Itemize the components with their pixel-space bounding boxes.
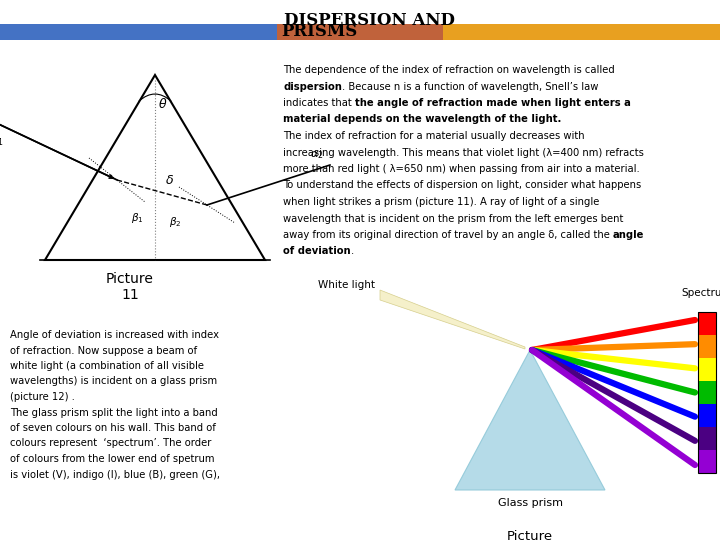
Text: material depends on the wavelength of the light.: material depends on the wavelength of th… bbox=[283, 114, 562, 125]
Text: white light (a combination of all visible: white light (a combination of all visibl… bbox=[10, 361, 204, 371]
Text: Angle of deviation is increased with index: Angle of deviation is increased with ind… bbox=[10, 330, 219, 340]
Text: PRISMS: PRISMS bbox=[282, 24, 357, 40]
Text: wavelength that is incident on the prism from the left emerges bent: wavelength that is incident on the prism… bbox=[283, 213, 624, 224]
Text: wavelengths) is incident on a glass prism: wavelengths) is incident on a glass pris… bbox=[10, 376, 217, 387]
Text: of seven colours on his wall. This band of: of seven colours on his wall. This band … bbox=[10, 423, 216, 433]
Text: (picture 12) .: (picture 12) . bbox=[10, 392, 75, 402]
Bar bbox=[698, 450, 716, 473]
Text: away from its original direction of travel by an angle δ, called the: away from its original direction of trav… bbox=[283, 230, 613, 240]
Bar bbox=[443, 24, 720, 40]
Text: DISPERSION AND: DISPERSION AND bbox=[284, 12, 456, 29]
Text: $\beta_2$: $\beta_2$ bbox=[168, 215, 181, 229]
Bar bbox=[698, 335, 716, 358]
Text: Spectrum: Spectrum bbox=[682, 288, 720, 298]
Text: The index of refraction for a material usually decreases with: The index of refraction for a material u… bbox=[283, 131, 585, 141]
Text: The dependence of the index of refraction on wavelength is called: The dependence of the index of refractio… bbox=[283, 65, 615, 75]
Text: Glass prism: Glass prism bbox=[498, 498, 562, 508]
Text: $\alpha_2$: $\alpha_2$ bbox=[310, 149, 324, 161]
Text: angle: angle bbox=[613, 230, 644, 240]
Text: $\alpha_1$: $\alpha_1$ bbox=[0, 136, 4, 148]
Bar bbox=[698, 312, 716, 335]
Text: θ: θ bbox=[159, 98, 167, 111]
Bar bbox=[0, 24, 277, 40]
Text: The glass prism split the light into a band: The glass prism split the light into a b… bbox=[10, 408, 217, 417]
Text: increasing wavelength. This means that violet light (λ=400 nm) refracts: increasing wavelength. This means that v… bbox=[283, 147, 644, 158]
Text: the angle of refraction made when light enters a: the angle of refraction made when light … bbox=[355, 98, 631, 108]
Text: of refraction. Now suppose a beam of: of refraction. Now suppose a beam of bbox=[10, 346, 197, 355]
Text: $\beta_1$: $\beta_1$ bbox=[131, 211, 143, 225]
Text: White light: White light bbox=[318, 280, 375, 290]
Text: of colours from the lower end of spetrum: of colours from the lower end of spetrum bbox=[10, 454, 215, 464]
Bar bbox=[277, 24, 443, 40]
Polygon shape bbox=[380, 290, 525, 349]
Text: of deviation: of deviation bbox=[283, 246, 351, 256]
Text: δ: δ bbox=[166, 174, 174, 187]
Text: is violet (V), indigo (I), blue (B), green (G),: is violet (V), indigo (I), blue (B), gre… bbox=[10, 469, 220, 480]
Text: . Because n is a function of wavelength, Snell’s law: . Because n is a function of wavelength,… bbox=[342, 82, 598, 91]
Text: indicates that: indicates that bbox=[283, 98, 355, 108]
Polygon shape bbox=[455, 350, 605, 490]
Bar bbox=[698, 381, 716, 404]
Text: when light strikes a prism (picture 11). A ray of light of a single: when light strikes a prism (picture 11).… bbox=[283, 197, 599, 207]
Text: more than red light ( λ=650 nm) when passing from air into a material.: more than red light ( λ=650 nm) when pas… bbox=[283, 164, 640, 174]
Text: colours represent  ‘spectrum’. The order: colours represent ‘spectrum’. The order bbox=[10, 438, 212, 449]
Text: Picture
11: Picture 11 bbox=[106, 272, 154, 302]
Text: To understand the effects of dispersion on light, consider what happens: To understand the effects of dispersion … bbox=[283, 180, 642, 191]
Bar bbox=[698, 427, 716, 450]
Text: Picture
12: Picture 12 bbox=[507, 530, 553, 540]
Text: dispersion: dispersion bbox=[283, 82, 342, 91]
Bar bbox=[698, 358, 716, 381]
Bar bbox=[698, 404, 716, 427]
Text: .: . bbox=[351, 246, 354, 256]
Bar bbox=[698, 312, 716, 473]
